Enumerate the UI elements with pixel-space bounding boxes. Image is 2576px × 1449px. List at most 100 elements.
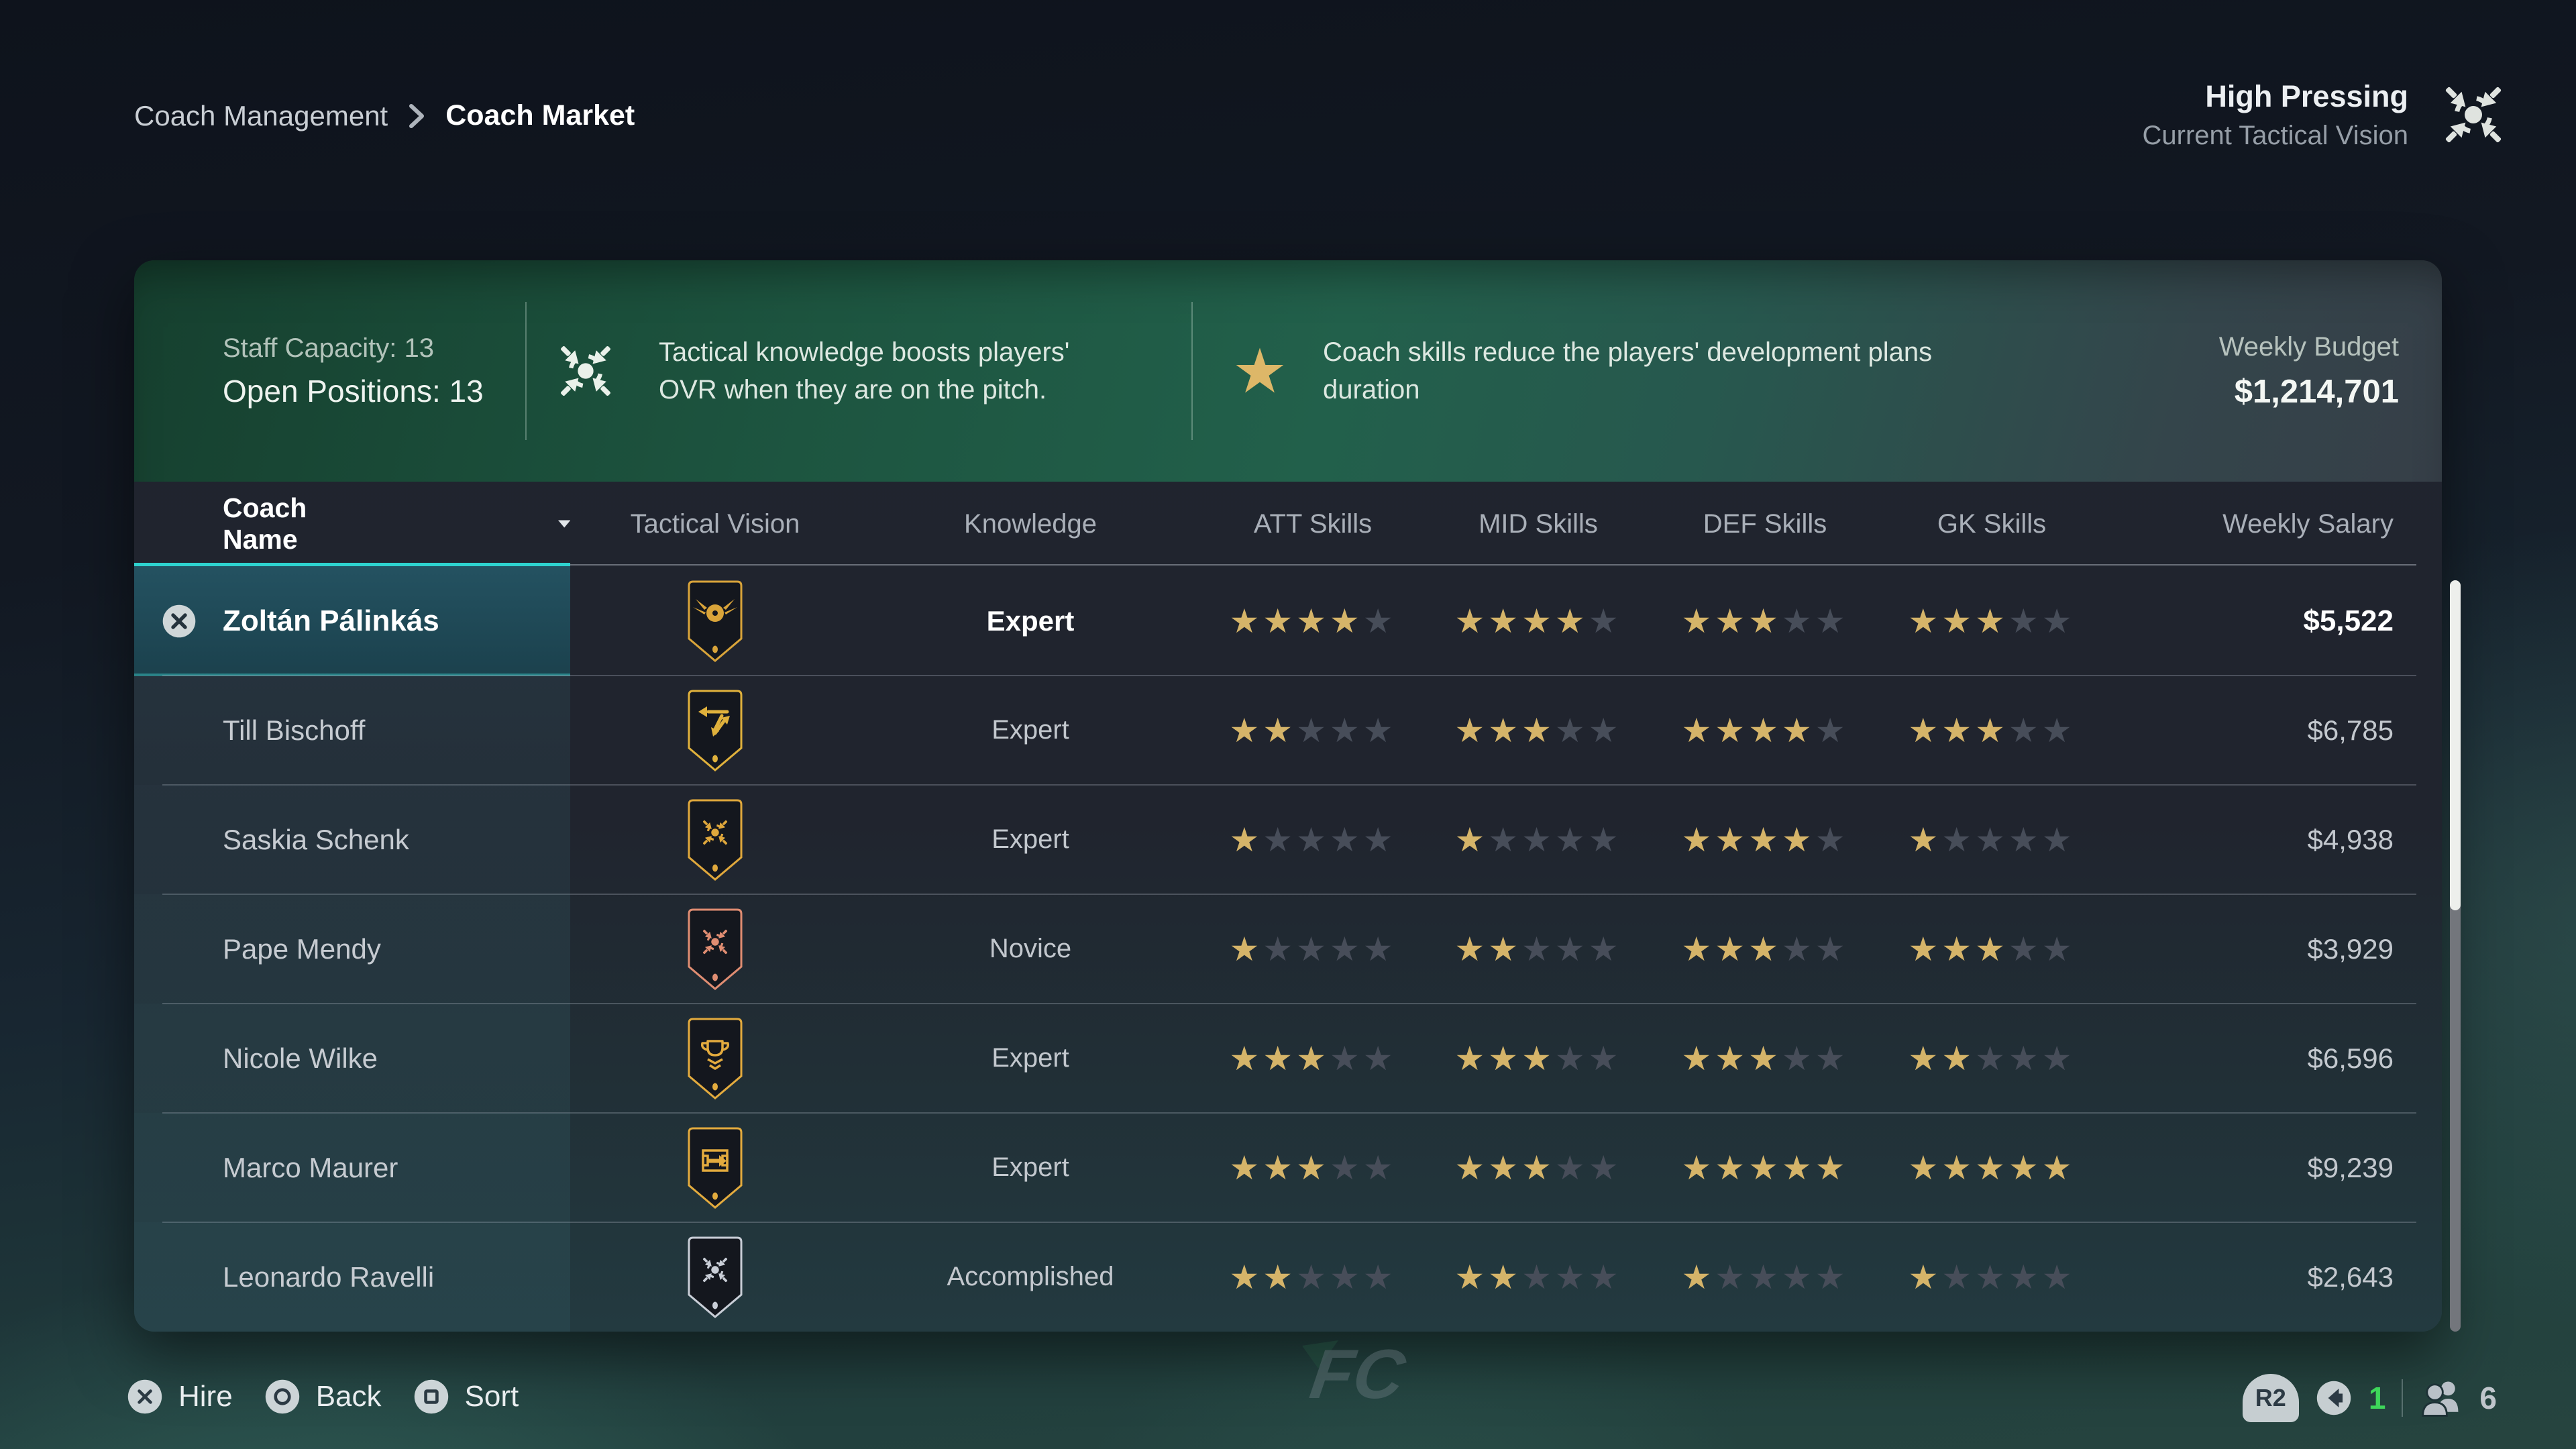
deselect-cross-button[interactable] <box>161 603 197 639</box>
weekly-budget-value: $1,214,701 <box>2234 373 2399 410</box>
att-skills-stars: ★★★★★ <box>1229 1257 1397 1297</box>
att-skills-stars: ★★★★★ <box>1229 710 1397 750</box>
coach-name-cell: Nicole Wilke <box>134 1004 570 1113</box>
coach-name-cell: Leonardo Ravelli <box>134 1222 570 1332</box>
players-icon <box>2422 1381 2459 1417</box>
mid-skills-stars: ★★★★★ <box>1454 1038 1622 1078</box>
weekly-salary: $2,643 <box>2307 1260 2394 1293</box>
action-prompt[interactable]: Back <box>264 1378 382 1415</box>
r2-trigger-badge: R2 <box>2242 1374 2299 1422</box>
weekly-salary: $6,596 <box>2307 1042 2394 1074</box>
att-skills-stars: ★★★★★ <box>1229 1038 1397 1078</box>
sort-descending-icon <box>557 520 570 528</box>
column-header-mid-skills: MID Skills <box>1479 508 1598 539</box>
tactical-vision-badge <box>570 1004 860 1113</box>
hud-right: R2 1 6 <box>2242 1374 2497 1422</box>
gk-skills-stars: ★★★★★ <box>1908 1038 2076 1078</box>
column-header-knowledge: Knowledge <box>964 508 1097 539</box>
table-row[interactable]: Nicole Wilke Expert ★★★ ★★ ★★★ ★★ ★★★ ★★ ★★… <box>134 1003 2442 1113</box>
weekly-salary: $9,239 <box>2307 1151 2394 1183</box>
current-tactical-vision: High Pressing Current Tactical Vision <box>2143 75 2513 154</box>
tactical-vision-badge <box>570 1222 860 1332</box>
mid-skills-stars: ★★★★★ <box>1454 820 1622 859</box>
column-header-coach-name: Coach Name <box>134 492 570 555</box>
gk-skills-stars: ★★★★★ <box>1908 601 2076 641</box>
tactical-vision-subtitle: Current Tactical Vision <box>2142 120 2408 150</box>
divider <box>1191 302 1193 440</box>
column-header-gk-skills: GK Skills <box>1937 508 2047 539</box>
coach-name-cell: Marco Maurer <box>134 1113 570 1222</box>
knowledge-level: Expert <box>986 604 1075 637</box>
tactical-vision-text: High Pressing Current Tactical Vision <box>2143 79 2408 151</box>
table-row[interactable]: Zoltán Pálinkás Expert ★★★★ ★ ★★★★ ★ ★★★ ★★… <box>134 566 2442 676</box>
summary-bar: Staff Capacity: 13 Open Positions: 13 Ta… <box>134 260 2442 482</box>
column-header-tactical-vision: Tactical Vision <box>630 508 800 539</box>
table-row[interactable]: Leonardo Ravelli Accomplished ★★ ★★★ ★★ ★★… <box>134 1222 2442 1332</box>
chevron-right-icon <box>409 103 425 128</box>
coach-name-cell: Pape Mendy <box>134 894 570 1004</box>
att-skills-stars: ★★★★★ <box>1229 1148 1397 1187</box>
star-icon: ★ <box>1232 335 1288 407</box>
table-row[interactable]: Till Bischoff Expert ★★ ★★★ ★★★ ★★ ★★★★ ★ ★… <box>134 675 2442 785</box>
def-skills-stars: ★★★★★ <box>1681 601 1849 641</box>
tactical-vision-badge <box>570 1113 860 1222</box>
weekly-salary: $6,785 <box>2307 714 2394 746</box>
active-column-underline <box>134 563 570 566</box>
scrollbar-thumb[interactable] <box>2450 580 2461 910</box>
knowledge-level: Expert <box>991 1043 1069 1073</box>
breadcrumb-current: Coach Market <box>445 99 635 131</box>
open-positions: Open Positions: 13 <box>223 373 484 409</box>
staff-summary: Staff Capacity: 13 Open Positions: 13 <box>223 260 484 482</box>
att-skills-stars: ★★★★★ <box>1229 929 1397 969</box>
square-button-icon <box>413 1378 450 1415</box>
att-skills-stars: ★★★★★ <box>1229 820 1397 859</box>
action-label: Hire <box>178 1380 233 1413</box>
table-row[interactable]: Saskia Schenk Expert ★ ★★★★ ★ ★★★★ ★★★★ ★ ★… <box>134 784 2442 894</box>
gk-skills-stars: ★★★★★ <box>1908 1148 2076 1187</box>
column-header-def-skills: DEF Skills <box>1703 508 1827 539</box>
breadcrumb-parent[interactable]: Coach Management <box>134 99 388 131</box>
def-skills-stars: ★★★★★ <box>1681 1038 1849 1078</box>
knowledge-level: Expert <box>991 1152 1069 1182</box>
table-row[interactable]: Marco Maurer Expert ★★★ ★★ ★★★ ★★ ★★★★★ ★★… <box>134 1112 2442 1222</box>
action-prompt[interactable]: Sort <box>413 1378 519 1415</box>
mid-skills-stars: ★★★★★ <box>1454 1148 1622 1187</box>
gk-skills-stars: ★★★★★ <box>1908 820 2076 859</box>
column-header-weekly-salary: Weekly Salary <box>2222 508 2394 539</box>
gk-skills-stars: ★★★★★ <box>1908 929 2076 969</box>
divider <box>525 302 527 440</box>
coach-name-cell: Zoltán Pálinkás <box>134 566 570 676</box>
table-rows: Zoltán Pálinkás Expert ★★★★ ★ ★★★★ ★ ★★★ ★★… <box>134 566 2442 1332</box>
speaker-icon <box>2316 1381 2351 1415</box>
tactical-vision-badge <box>570 785 860 894</box>
action-prompt[interactable]: Hire <box>126 1378 233 1415</box>
coach-name: Nicole Wilke <box>223 1042 378 1074</box>
mid-skills-stars: ★★★★★ <box>1454 601 1622 641</box>
coach-name: Leonardo Ravelli <box>223 1260 435 1293</box>
mid-skills-stars: ★★★★★ <box>1454 1257 1622 1297</box>
scrollbar-track[interactable] <box>2450 580 2461 1332</box>
staff-capacity: Staff Capacity: 13 <box>223 333 434 363</box>
header-underline <box>570 564 2416 566</box>
coach-name-cell: Saskia Schenk <box>134 785 570 894</box>
def-skills-stars: ★★★★★ <box>1681 1148 1849 1187</box>
fc-logo: FC <box>1302 1335 1411 1413</box>
def-skills-stars: ★★★★★ <box>1681 820 1849 859</box>
action-label: Sort <box>464 1380 519 1413</box>
gk-skills-stars: ★★★★★ <box>1908 710 2076 750</box>
weekly-budget-label: Weekly Budget <box>2218 331 2399 362</box>
action-bar: Hire Back Sort <box>126 1378 519 1415</box>
players-online-count: 6 <box>2479 1381 2497 1415</box>
coach-market-panel: Staff Capacity: 13 Open Positions: 13 Ta… <box>134 260 2442 1332</box>
action-label: Back <box>315 1380 382 1413</box>
def-skills-stars: ★★★★★ <box>1681 710 1849 750</box>
coach-skills-tip: Coach skills reduce the players' develop… <box>1323 337 1933 405</box>
coach-name: Saskia Schenk <box>223 823 409 855</box>
mid-skills-stars: ★★★★★ <box>1454 710 1622 750</box>
knowledge-level: Expert <box>991 715 1069 745</box>
table-row[interactable]: Pape Mendy Novice ★ ★★★★ ★★ ★★★ ★★★ ★★ ★★★ ★… <box>134 894 2442 1004</box>
tactical-vision-badge <box>570 894 860 1004</box>
knowledge-level: Novice <box>989 934 1072 963</box>
def-skills-stars: ★★★★★ <box>1681 929 1849 969</box>
